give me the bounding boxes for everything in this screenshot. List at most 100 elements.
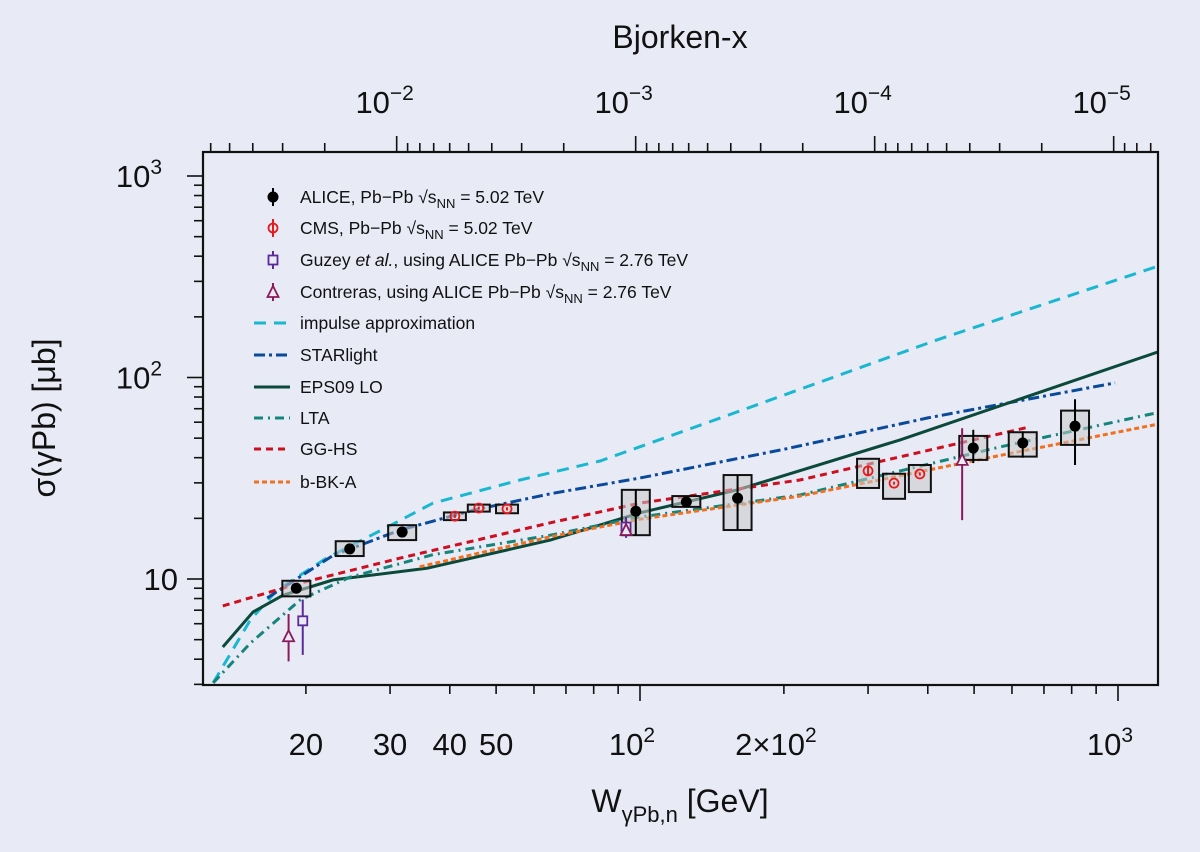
point-contreras bbox=[619, 522, 634, 536]
curve-impulse-approximation bbox=[211, 264, 1158, 684]
x-tick-label-base: 50 bbox=[479, 727, 513, 762]
legend-label: CMS, Pb−Pb √sNN = 5.02 TeV bbox=[300, 218, 533, 242]
point-contreras bbox=[955, 428, 970, 521]
legend-item: ALICE, Pb−Pb √sNN = 5.02 TeV bbox=[267, 187, 544, 211]
top-tick-label-base: 10 bbox=[355, 85, 389, 120]
legend-sqrt-sub: NN bbox=[425, 227, 444, 242]
y-tick-label-exp: 2 bbox=[150, 358, 162, 381]
marker-circle bbox=[914, 468, 926, 480]
y-tick-label-base: 10 bbox=[116, 361, 150, 396]
point-cms bbox=[442, 510, 467, 522]
x-tick-label-exp: 2 bbox=[643, 724, 655, 747]
marker-dot bbox=[1069, 420, 1081, 432]
x-tick-label-base: 20 bbox=[289, 727, 323, 762]
legend-label: ALICE, Pb−Pb √sNN = 5.02 TeV bbox=[300, 187, 544, 211]
top-tick-label-base: 10 bbox=[594, 85, 628, 120]
legend-label-italic: et al. bbox=[355, 250, 393, 270]
top-tick-label: 10−3 bbox=[594, 82, 652, 120]
legend-label-mid: , using ALICE Pb−Pb bbox=[393, 250, 562, 270]
marker-triangle bbox=[281, 628, 296, 643]
top-tick-label-exp: −4 bbox=[868, 82, 892, 105]
point-contreras bbox=[281, 614, 296, 662]
y-tick-label: 102 bbox=[116, 358, 162, 396]
point-alice bbox=[958, 429, 989, 464]
x-tick-label: 2×102 bbox=[735, 724, 817, 762]
legend-label-text: GG-HS bbox=[300, 439, 357, 459]
legend-marker bbox=[266, 283, 280, 298]
legend-sqrt-sub: NN bbox=[437, 196, 456, 211]
marker-triangle bbox=[955, 451, 970, 466]
legend-sqrt: √s bbox=[562, 250, 581, 270]
legend-label: Guzey et al., using ALICE Pb−Pb √sNN = 2… bbox=[300, 250, 688, 274]
point-alice bbox=[1007, 431, 1038, 458]
x-tick-label: 40 bbox=[433, 727, 467, 762]
legend-label: Contreras, using ALICE Pb−Pb √sNN = 2.76… bbox=[300, 282, 672, 306]
top-tick-label: 10−4 bbox=[833, 82, 892, 120]
top-tick-label: 10−2 bbox=[355, 82, 413, 120]
curve-starlight bbox=[266, 381, 1116, 600]
legend-item: Guzey et al., using ALICE Pb−Pb √sNN = 2… bbox=[267, 250, 688, 274]
legend-energy: = 2.76 TeV bbox=[599, 250, 688, 270]
y-tick-label: 103 bbox=[116, 156, 162, 194]
marker-dot bbox=[290, 582, 302, 594]
point-alice bbox=[281, 579, 312, 598]
legend-sqrt: √s bbox=[546, 282, 565, 302]
data-points bbox=[281, 399, 1091, 662]
legend-label-text: Contreras, using ALICE Pb−Pb bbox=[300, 282, 546, 302]
top-tick-label-exp: −5 bbox=[1107, 82, 1131, 105]
curve-gg-hs bbox=[222, 425, 1030, 608]
x-axis-title: WγPb,n [GeV] bbox=[591, 783, 768, 827]
legend-energy: = 5.02 TeV bbox=[455, 187, 544, 207]
legend-label: EPS09 LO bbox=[300, 377, 383, 397]
top-tick-label-base: 10 bbox=[1072, 85, 1106, 120]
marker-dot bbox=[680, 496, 692, 508]
legend-item: CMS, Pb−Pb √sNN = 5.02 TeV bbox=[267, 218, 533, 242]
legend-label: impulse approximation bbox=[300, 313, 475, 333]
x-title-unit: [GeV] bbox=[678, 783, 769, 819]
legend-sqrt-sub: NN bbox=[581, 259, 600, 274]
legend-sqrt: √s bbox=[407, 218, 426, 238]
point-cms bbox=[907, 463, 932, 494]
legend-item: impulse approximation bbox=[254, 313, 475, 333]
y-tick-label-base: 10 bbox=[116, 159, 150, 194]
top-tick-label: 10−5 bbox=[1072, 82, 1130, 120]
x-title-main: W bbox=[591, 783, 622, 819]
legend-energy: = 2.76 TeV bbox=[583, 282, 672, 302]
legend-label-text: LTA bbox=[300, 408, 330, 428]
x-title-sub: γPb,n bbox=[622, 802, 678, 827]
marker-circle bbox=[473, 502, 485, 514]
x-tick-label-exp: 2 bbox=[805, 724, 817, 747]
legend-label-text: STARlight bbox=[300, 345, 378, 365]
marker-dot bbox=[1017, 437, 1029, 449]
point-cms bbox=[466, 502, 491, 514]
marker-dot bbox=[344, 543, 356, 555]
point-cms bbox=[882, 472, 907, 500]
y-tick-label-base: 10 bbox=[144, 562, 178, 597]
x-tick-label-base: 10 bbox=[1087, 727, 1121, 762]
top-tick-label-base: 10 bbox=[833, 85, 867, 120]
marker-circle bbox=[862, 465, 874, 477]
y-tick-label: 10 bbox=[144, 562, 178, 597]
x-tick-label: 103 bbox=[1087, 724, 1133, 762]
legend-marker bbox=[267, 191, 279, 203]
legend-sqrt-sub: NN bbox=[564, 291, 583, 306]
plot-frame bbox=[201, 150, 1160, 687]
marker-dot bbox=[967, 442, 979, 454]
legend-label: STARlight bbox=[300, 345, 378, 365]
legend-label-text: Guzey bbox=[300, 250, 355, 270]
top-axis-title: Bjorken-x bbox=[612, 19, 747, 55]
x-tick-label-base: 30 bbox=[373, 727, 407, 762]
top-tick-label-exp: −2 bbox=[390, 82, 414, 105]
legend-label-text: ALICE, Pb−Pb bbox=[300, 187, 418, 207]
x-tick-label: 50 bbox=[479, 727, 513, 762]
x-tick-label-base: 40 bbox=[433, 727, 467, 762]
y-axis-title: σ(γPb) [μb] bbox=[26, 338, 62, 497]
x-tick-label-base: 2×10 bbox=[735, 727, 805, 762]
legend-marker bbox=[267, 222, 279, 234]
legend-item: Contreras, using ALICE Pb−Pb √sNN = 2.76… bbox=[266, 282, 672, 306]
legend-label-text: EPS09 LO bbox=[300, 377, 383, 397]
legend-marker bbox=[267, 254, 279, 266]
marker-dot bbox=[396, 526, 408, 538]
